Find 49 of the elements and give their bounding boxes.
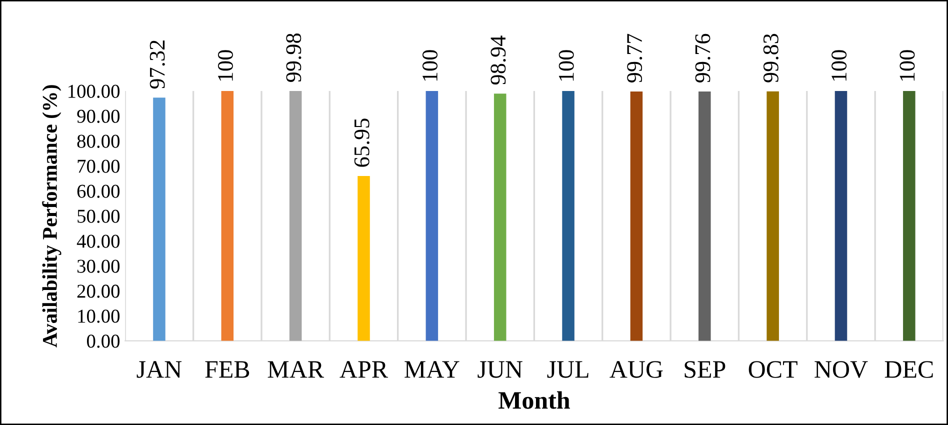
data-label: 99.83 bbox=[763, 34, 778, 82]
y-tick-label: 40.00 bbox=[76, 234, 120, 248]
x-tick-label: APR bbox=[340, 361, 388, 378]
x-tick-label: OCT bbox=[748, 361, 798, 378]
bar bbox=[358, 176, 370, 341]
y-tick-label: 60.00 bbox=[77, 184, 120, 198]
y-axis-title: Availability Performance (%) bbox=[42, 85, 62, 348]
data-label: 99.76 bbox=[695, 34, 710, 82]
y-tick-label: 30.00 bbox=[77, 260, 120, 273]
bar bbox=[903, 90, 916, 341]
x-axis-title: Month bbox=[498, 391, 570, 409]
bar bbox=[630, 92, 643, 341]
data-label: 97.32 bbox=[150, 40, 165, 89]
bar bbox=[766, 91, 779, 341]
bar bbox=[494, 94, 506, 341]
x-tick-label: MAR bbox=[268, 361, 324, 378]
y-tick-label: 100.00 bbox=[68, 84, 120, 98]
x-tick-label: DEC bbox=[884, 361, 933, 378]
data-label: 100 bbox=[218, 50, 233, 81]
y-tick-label: 10.00 bbox=[78, 310, 120, 323]
bar bbox=[289, 91, 302, 341]
bar bbox=[698, 92, 711, 341]
y-tick-label: 0.00 bbox=[86, 334, 120, 348]
x-tick-label: SEP bbox=[684, 361, 726, 378]
data-label: 98.94 bbox=[490, 36, 506, 85]
bar bbox=[153, 98, 166, 341]
bar bbox=[426, 90, 438, 341]
y-tick-label: 90.00 bbox=[77, 110, 120, 123]
y-tick-label: 20.00 bbox=[77, 284, 120, 298]
x-tick-label: MAY bbox=[404, 361, 460, 378]
y-tick-label: 70.00 bbox=[78, 160, 120, 173]
data-label: 100 bbox=[832, 50, 847, 81]
bar bbox=[834, 90, 848, 341]
bar bbox=[221, 90, 234, 341]
data-label: 100 bbox=[558, 50, 574, 81]
x-tick-label: JAN bbox=[136, 361, 182, 378]
x-tick-label: JUL bbox=[547, 361, 588, 378]
data-label: 100 bbox=[900, 50, 915, 81]
data-label: 100 bbox=[422, 50, 438, 81]
x-tick-label: JUN bbox=[478, 361, 522, 378]
x-tick-label: NOV bbox=[814, 361, 868, 378]
x-tick-label: FEB bbox=[205, 361, 250, 378]
data-label: 99.98 bbox=[286, 34, 302, 82]
bar bbox=[562, 90, 574, 341]
data-label: 65.95 bbox=[354, 118, 370, 167]
data-label: 99.77 bbox=[627, 34, 642, 82]
x-tick-label: AUG bbox=[610, 361, 663, 378]
y-tick-label: 80.00 bbox=[77, 134, 120, 148]
y-tick-label: 50.00 bbox=[78, 210, 120, 223]
